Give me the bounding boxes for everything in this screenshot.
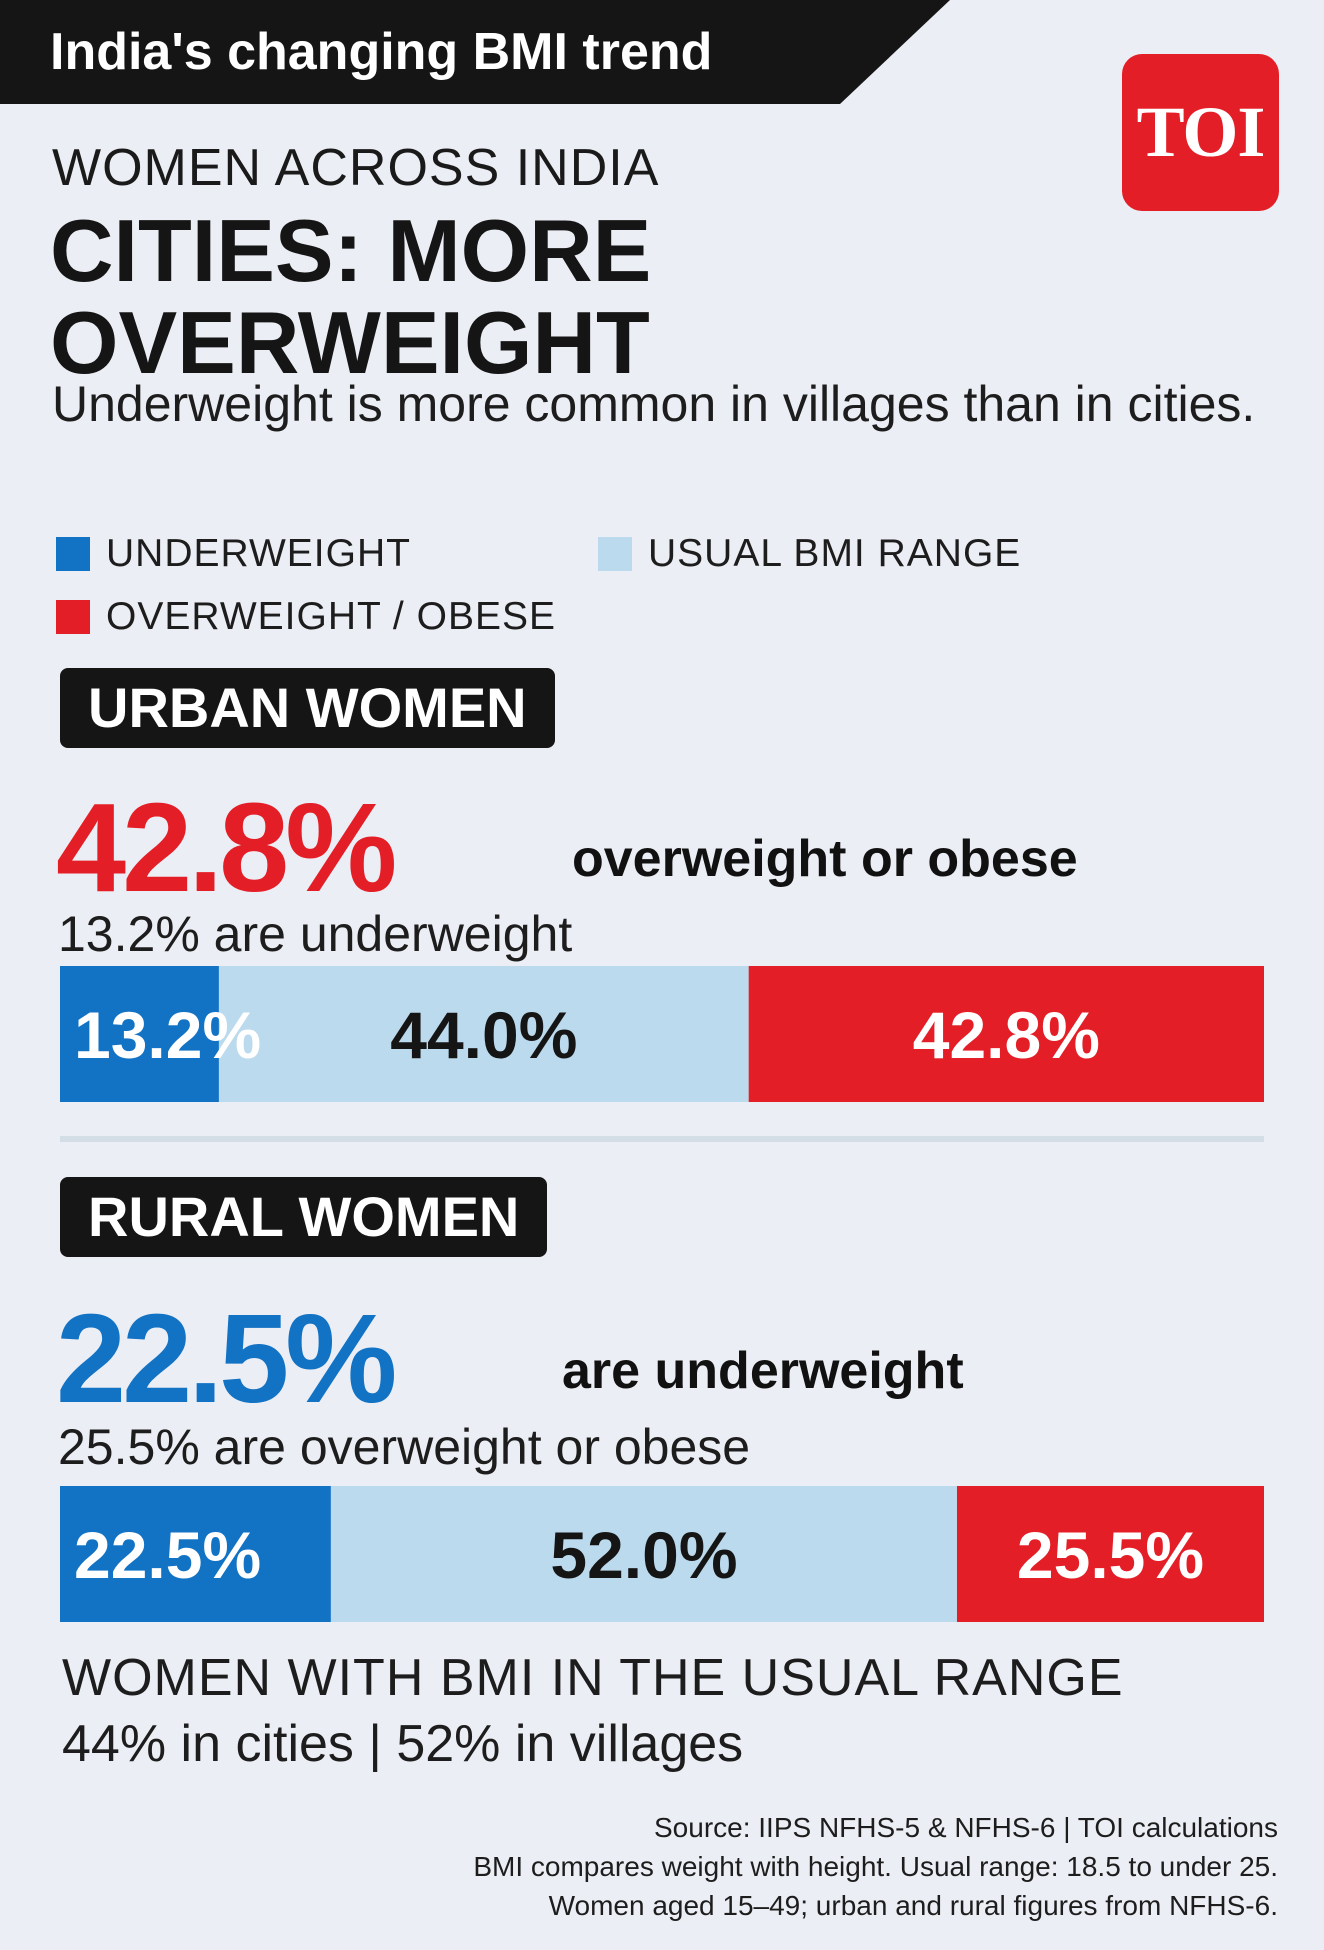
- legend-underweight-label: UNDERWEIGHT: [106, 532, 411, 575]
- source-notes: Source: IIPS NFHS-5 & NFHS-6 | TOI calcu…: [473, 1808, 1278, 1925]
- rural-bar-overweight: [956, 1486, 1264, 1622]
- rural-tag: RURAL WOMEN: [60, 1177, 548, 1257]
- legend-overweight: OVERWEIGHT / OBESE: [56, 595, 556, 639]
- source-line: BMI compares weight with height. Usual r…: [473, 1851, 1278, 1882]
- subhead: Underweight is more common in villages t…: [52, 376, 1256, 432]
- banner-background: [0, 0, 950, 104]
- rural-label-usual: 52.0%: [550, 1518, 737, 1592]
- rural-label-overweight: 25.5%: [1017, 1518, 1204, 1592]
- legend-overweight-swatch: [56, 600, 90, 634]
- banner: India's changing BMI trend: [0, 0, 950, 104]
- rural-bar-usual: [330, 1486, 957, 1622]
- urban-small-note: 13.2% are underweight: [58, 906, 573, 962]
- urban-bar-underweight: [60, 966, 219, 1102]
- rural-small-note: 25.5% are overweight or obese: [58, 1419, 751, 1475]
- kicker: WOMEN ACROSS INDIA: [52, 139, 660, 197]
- urban-label-overweight: 42.8%: [913, 998, 1100, 1072]
- section-divider: [60, 1136, 1264, 1142]
- legend-usual: USUAL BMI RANGE: [598, 532, 1021, 576]
- rural-bar-underweight: [60, 1486, 331, 1622]
- usual-range-detail: 44% in cities | 52% in villages: [62, 1715, 744, 1773]
- banner-title: India's changing BMI trend: [50, 23, 713, 81]
- legend-underweight: UNDERWEIGHT: [56, 532, 411, 576]
- toi-logo: TOI: [1122, 54, 1279, 211]
- urban-big-note: overweight or obese: [572, 830, 1078, 888]
- banner-shape: [0, 0, 950, 104]
- usual-range-title: WOMEN WITH BMI IN THE USUAL RANGE: [62, 1649, 1124, 1707]
- urban-bar-overweight: [748, 966, 1264, 1102]
- toi-logo-text: TOI: [1136, 92, 1266, 172]
- legend-overweight-label: OVERWEIGHT / OBESE: [106, 595, 556, 638]
- source-line: Women aged 15–49; urban and rural figure…: [548, 1890, 1278, 1921]
- headline: CITIES: MORE OVERWEIGHT: [50, 201, 652, 392]
- source-line: Source: IIPS NFHS-5 & NFHS-6 | TOI calcu…: [654, 1812, 1278, 1843]
- urban-tag: URBAN WOMEN: [60, 668, 555, 748]
- urban-bar-usual: [218, 966, 749, 1102]
- rural-big-value: 22.5%: [56, 1288, 397, 1429]
- rural-label-underweight: 22.5%: [74, 1518, 261, 1592]
- rural-stacked-bar: 22.5% 52.0% 25.5%: [60, 1486, 1264, 1622]
- legend-usual-label: USUAL BMI RANGE: [648, 532, 1022, 575]
- rural-big-note: are underweight: [562, 1342, 964, 1400]
- urban-label-usual: 44.0%: [390, 998, 577, 1072]
- urban-label-underweight: 13.2%: [74, 998, 261, 1072]
- legend-usual-swatch: [598, 537, 632, 571]
- legend-underweight-swatch: [56, 537, 90, 571]
- urban-big-value: 42.8%: [56, 777, 397, 918]
- urban-stacked-bar: 13.2% 44.0% 42.8%: [60, 966, 1264, 1102]
